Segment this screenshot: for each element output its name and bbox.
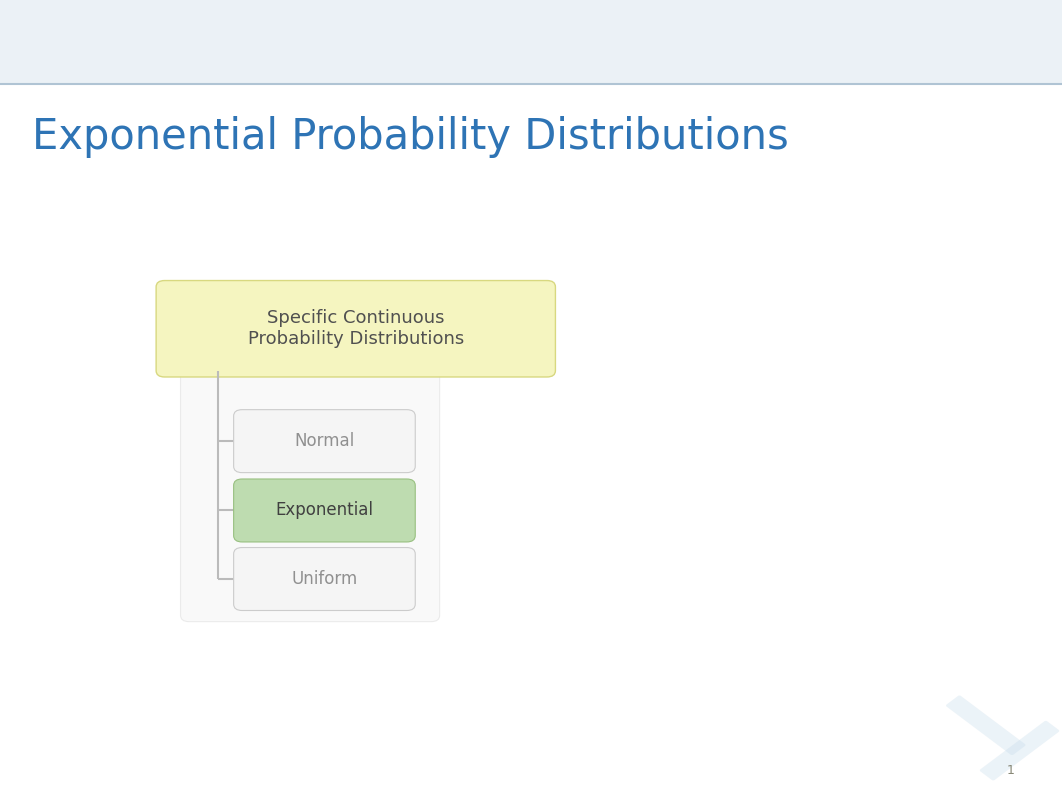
Text: Specific Continuous
Probability Distributions: Specific Continuous Probability Distribu… [247,309,464,348]
Text: Uniform: Uniform [291,570,358,588]
FancyBboxPatch shape [980,720,1059,780]
FancyBboxPatch shape [946,696,1026,755]
FancyBboxPatch shape [234,479,415,542]
Text: Exponential: Exponential [275,501,374,520]
Text: 1: 1 [1007,764,1014,777]
FancyBboxPatch shape [156,281,555,377]
FancyBboxPatch shape [0,0,1062,84]
FancyBboxPatch shape [181,354,440,622]
Text: Exponential Probability Distributions: Exponential Probability Distributions [32,116,789,158]
FancyBboxPatch shape [234,548,415,611]
FancyBboxPatch shape [234,410,415,473]
Text: Normal: Normal [294,432,355,450]
